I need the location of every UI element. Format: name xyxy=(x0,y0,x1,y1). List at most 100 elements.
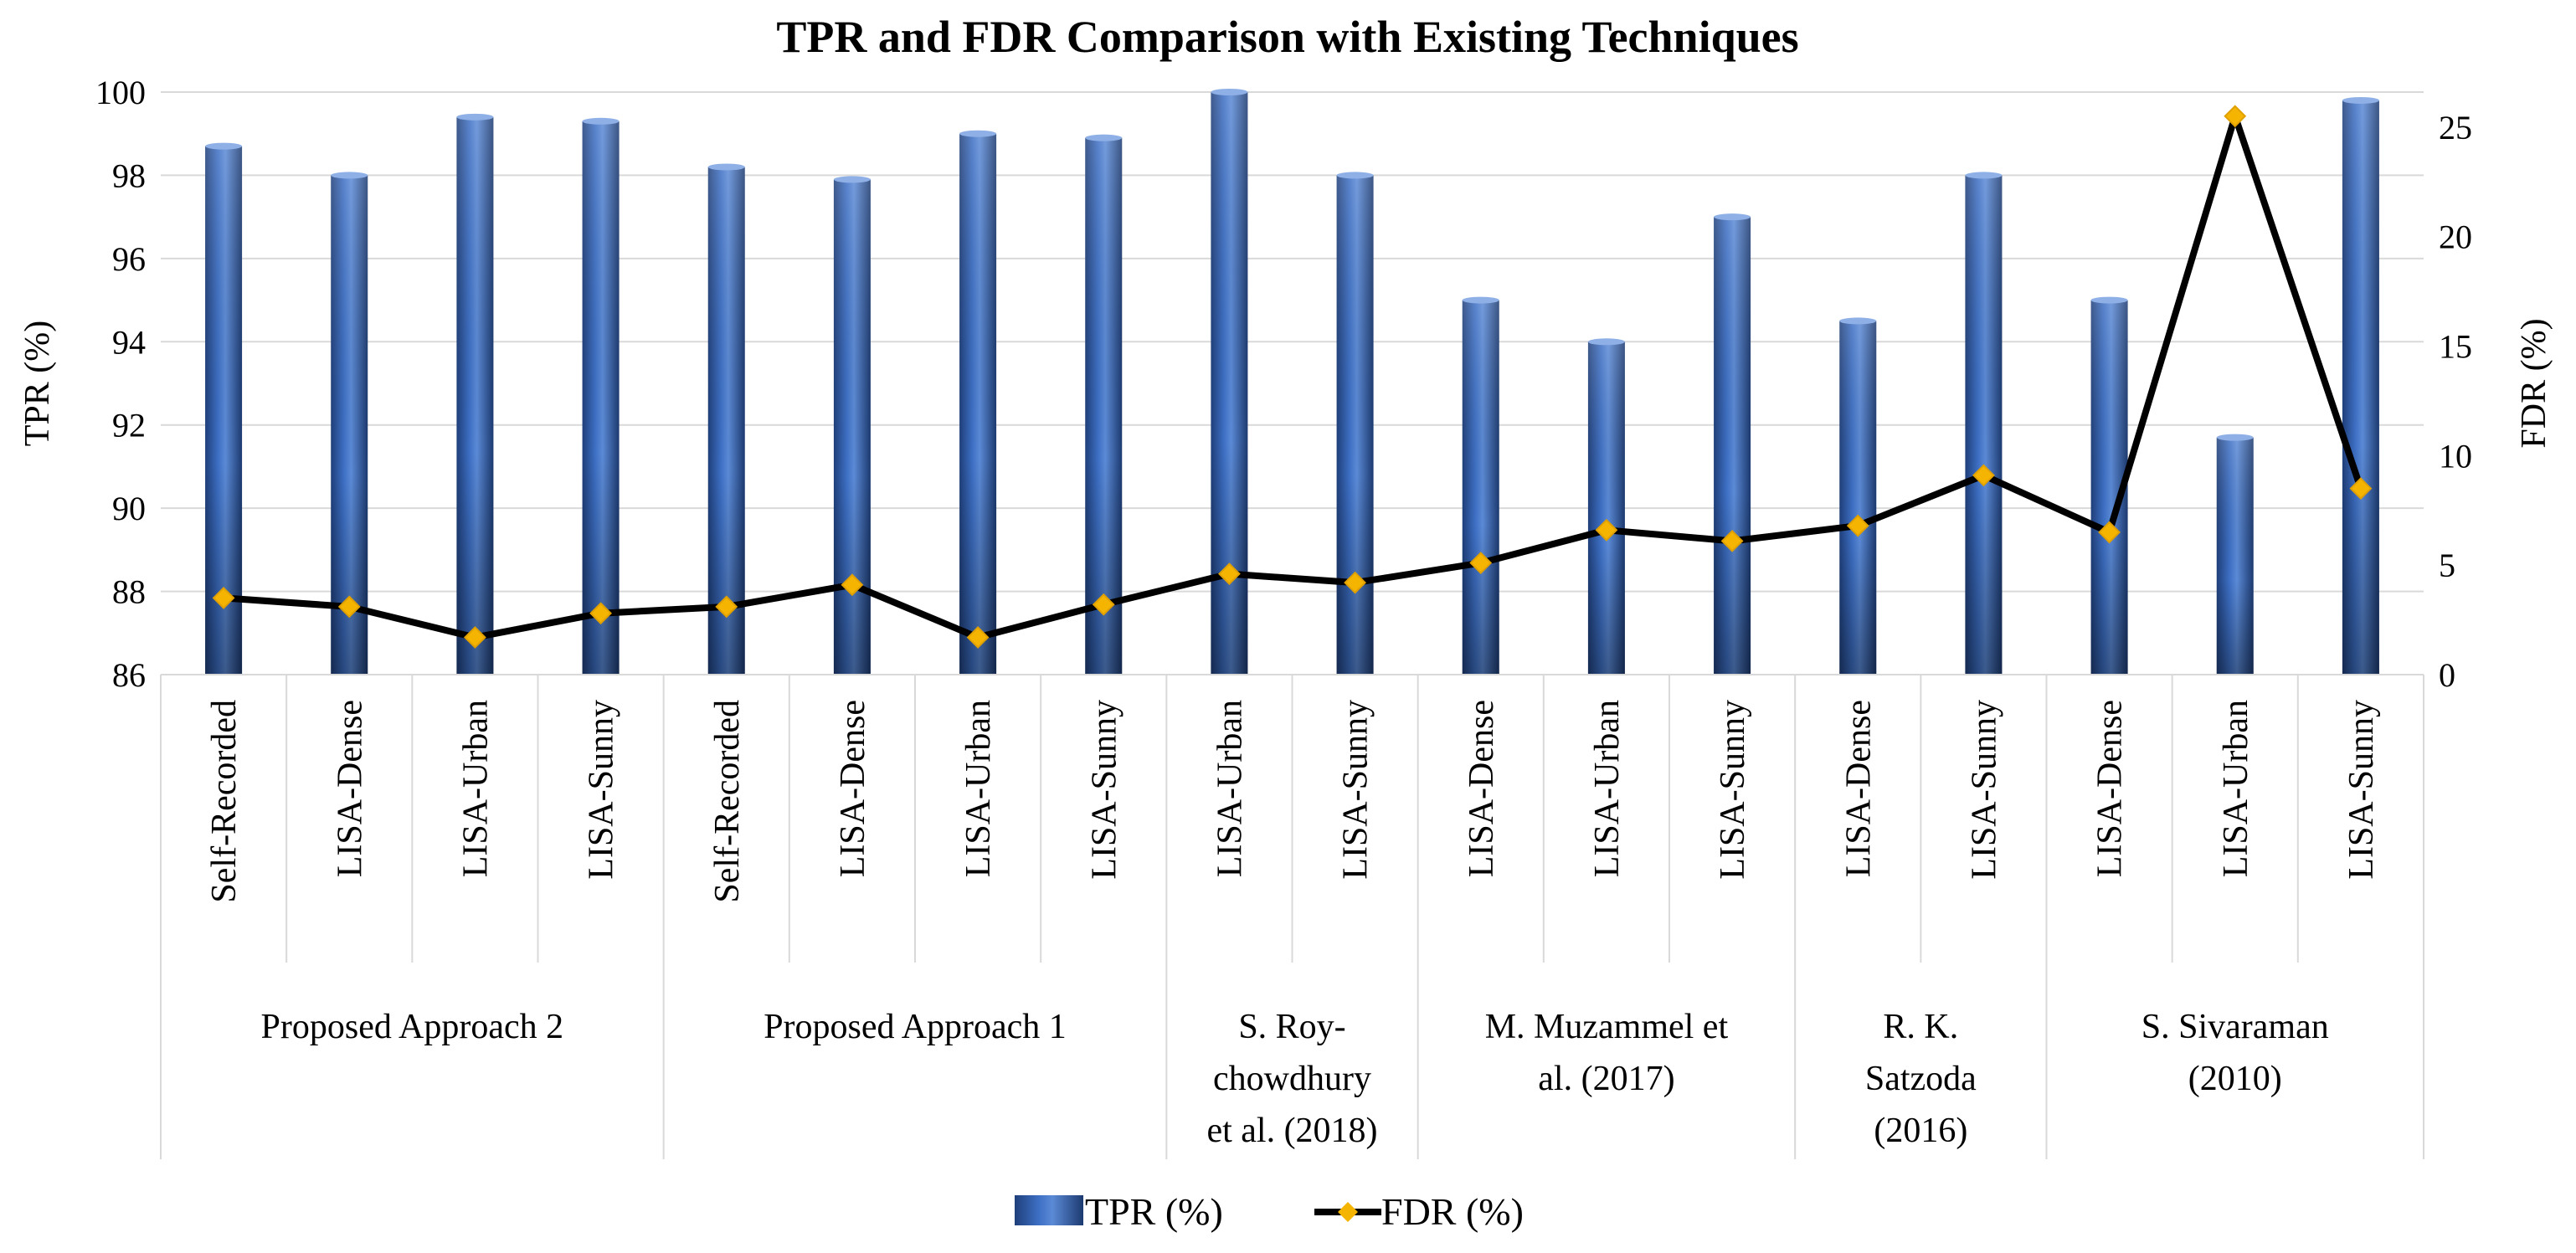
category-label: LISA-Urban xyxy=(456,700,495,877)
fdr-point xyxy=(1218,562,1241,586)
y-tick-label: 88 xyxy=(112,573,146,611)
bar-shade xyxy=(1714,217,1751,675)
group-label: Proposed Approach 2 xyxy=(261,1008,564,1046)
group-label: M. Muzammel et al. (2017) xyxy=(1485,1008,1729,1098)
bar-shade xyxy=(1085,137,1123,675)
fdr-point xyxy=(212,587,235,609)
group-label: S. Roy-chowdhury et al. (2018) xyxy=(1206,1008,1377,1150)
bar-cap xyxy=(1965,172,2003,179)
fdr-point xyxy=(464,626,486,649)
category-label: LISA-Dense xyxy=(331,700,369,877)
y-tick-label: 96 xyxy=(112,240,146,278)
bar-tpr xyxy=(1211,89,1248,675)
legend-label-tpr: TPR (%) xyxy=(1085,1190,1223,1233)
y2-tick-label: 0 xyxy=(2439,656,2455,694)
bar-cap xyxy=(959,130,997,137)
bar-tpr xyxy=(1336,172,1374,675)
bar-shade xyxy=(1462,300,1499,675)
bar-shade xyxy=(1587,341,1625,675)
category-label: LISA-Sunny xyxy=(1337,700,1375,880)
y-tick-label: 92 xyxy=(112,407,146,444)
category-label: LISA-Sunny xyxy=(2342,700,2381,880)
y2-tick-label: 5 xyxy=(2439,547,2455,584)
y-axis-title: TPR (%) xyxy=(18,321,57,447)
bar-tpr xyxy=(833,176,871,675)
bar-shade xyxy=(1965,175,2003,675)
group-label: Proposed Approach 1 xyxy=(764,1008,1067,1046)
fdr-point xyxy=(966,626,990,649)
fdr-point xyxy=(2098,521,2121,544)
category-label: LISA-Urban xyxy=(2217,700,2255,877)
bar-cap xyxy=(2216,434,2254,441)
group-label-line: R. K. xyxy=(1883,1008,1958,1046)
bar-cap xyxy=(1336,172,1374,179)
bar-cap xyxy=(2090,296,2128,304)
group-label-line: (2010) xyxy=(2188,1060,2282,1098)
fdr-point xyxy=(1092,593,1115,616)
group-label-line: (2016) xyxy=(1874,1112,1967,1150)
fdr-point xyxy=(589,602,612,625)
y2-tick-label: 25 xyxy=(2439,109,2472,146)
bar-tpr xyxy=(205,142,243,675)
bar-tpr xyxy=(707,163,745,675)
bar-shade xyxy=(1839,321,1877,675)
y2-tick-label: 10 xyxy=(2439,437,2472,475)
group-label-line: Satzoda xyxy=(1865,1060,1977,1098)
bar-cap xyxy=(833,176,871,183)
bar-tpr xyxy=(1839,317,1877,675)
bar-tpr xyxy=(1462,296,1499,675)
category-label: Self-Recorded xyxy=(205,700,244,903)
bar-shade xyxy=(456,116,494,675)
bar-shade xyxy=(1336,175,1374,675)
category-label: LISA-Dense xyxy=(1463,700,1501,877)
bar-cap xyxy=(1714,213,1751,221)
bar-cap xyxy=(2342,96,2379,104)
bar-shade xyxy=(959,133,997,675)
category-label: LISA-Dense xyxy=(2091,700,2130,877)
group-label-line: Proposed Approach 1 xyxy=(764,1008,1067,1046)
group-label-line: et al. (2018) xyxy=(1206,1112,1377,1150)
bar-shade xyxy=(2342,100,2379,675)
y2-axis-title: FDR (%) xyxy=(2515,318,2553,448)
fdr-point xyxy=(1972,464,1995,487)
fdr-point xyxy=(2349,477,2373,501)
legend-swatch-tpr xyxy=(1015,1195,1083,1225)
category-label: LISA-Sunny xyxy=(1965,700,2003,880)
fdr-line xyxy=(223,112,2364,641)
group-label: R. K. Satzoda (2016) xyxy=(1865,1008,1977,1150)
bar-cap xyxy=(456,113,494,121)
category-label: LISA-Urban xyxy=(1588,700,1627,877)
legend-label-fdr: FDR (%) xyxy=(1381,1190,1524,1233)
category-label: Self-Recorded xyxy=(708,700,747,903)
category-label: LISA-Dense xyxy=(1839,700,1878,877)
fdr-point xyxy=(2224,105,2247,128)
bar-cap xyxy=(205,142,243,150)
bar-cap xyxy=(1462,296,1499,304)
group-label-line: M. Muzammel et xyxy=(1485,1008,1729,1046)
bar-cap xyxy=(1085,134,1123,141)
y2-tick-label: 15 xyxy=(2439,328,2472,366)
bar-shade xyxy=(1211,92,1248,675)
group-label-line: Proposed Approach 2 xyxy=(261,1008,564,1046)
bar-shade xyxy=(582,121,620,675)
bar-cap xyxy=(331,172,368,179)
bar-tpr xyxy=(2342,96,2379,675)
bar-shade xyxy=(707,167,745,675)
y-tick-label: 86 xyxy=(112,656,146,694)
bar-tpr xyxy=(1714,213,1751,675)
bar-shade xyxy=(205,146,243,675)
category-label: LISA-Sunny xyxy=(1714,700,1752,880)
bar-cap xyxy=(1211,89,1248,95)
fdr-point xyxy=(1344,571,1366,594)
y-tick-label: 90 xyxy=(112,490,146,527)
group-label-line: S. Sivaraman xyxy=(2142,1008,2329,1046)
bar-tpr xyxy=(456,113,494,675)
bar-cap xyxy=(707,163,745,171)
category-label: LISA-Sunny xyxy=(583,700,621,880)
bar-tpr xyxy=(1965,172,2003,675)
category-label: LISA-Urban xyxy=(959,700,998,877)
fdr-point xyxy=(1846,514,1869,537)
chart-title: TPR and FDR Comparison with Existing Tec… xyxy=(776,12,1798,62)
group-label-line: S. Roy- xyxy=(1238,1008,1345,1046)
